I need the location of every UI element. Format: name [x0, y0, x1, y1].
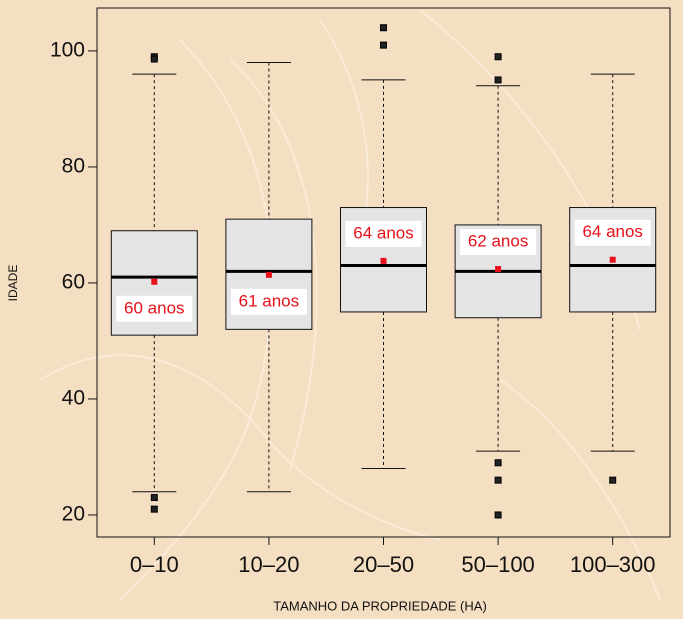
x-tick-label: 50–100	[461, 552, 534, 577]
y-tick-label: 100	[50, 38, 85, 61]
mean-label: 60 anos	[124, 298, 185, 317]
outlier	[380, 41, 387, 49]
mean-label: 61 anos	[239, 291, 300, 310]
outlier	[494, 459, 502, 467]
outlier	[609, 476, 617, 484]
mean-marker	[380, 257, 387, 264]
mean-label: 64 anos	[582, 222, 643, 241]
x-tick-label: 100–300	[570, 552, 656, 577]
mean-marker	[151, 278, 158, 285]
x-axis-title: TAMANHO DA PROPRIEDADE (HA)	[273, 598, 487, 613]
outlier	[150, 494, 158, 502]
outlier	[150, 55, 158, 63]
mean-marker	[609, 256, 616, 263]
mean-label: 64 anos	[353, 223, 414, 242]
mean-marker	[265, 271, 272, 278]
outlier	[150, 505, 158, 513]
background-pattern	[39, 9, 661, 601]
mean-label-bg	[116, 295, 193, 322]
outlier	[494, 53, 502, 61]
mean-marker	[495, 266, 502, 273]
y-tick-label: 20	[62, 503, 85, 526]
mean-label-bg	[460, 229, 537, 256]
outlier	[380, 24, 387, 32]
mean-label-bg	[574, 219, 651, 246]
mean-label: 62 anos	[468, 232, 529, 251]
mean-label-bg	[230, 288, 307, 315]
x-tick-label: 20–50	[353, 552, 414, 577]
y-axis-title: IDADE	[6, 265, 20, 302]
x-tick-label: 0–10	[130, 552, 179, 577]
mean-label-bg	[345, 220, 422, 247]
y-tick-label: 80	[62, 154, 85, 177]
outlier	[494, 476, 502, 484]
y-tick-label: 40	[62, 386, 85, 409]
y-tick-label: 60	[62, 270, 85, 293]
outlier	[494, 76, 502, 84]
x-tick-label: 10–20	[238, 552, 299, 577]
outlier	[494, 511, 502, 519]
